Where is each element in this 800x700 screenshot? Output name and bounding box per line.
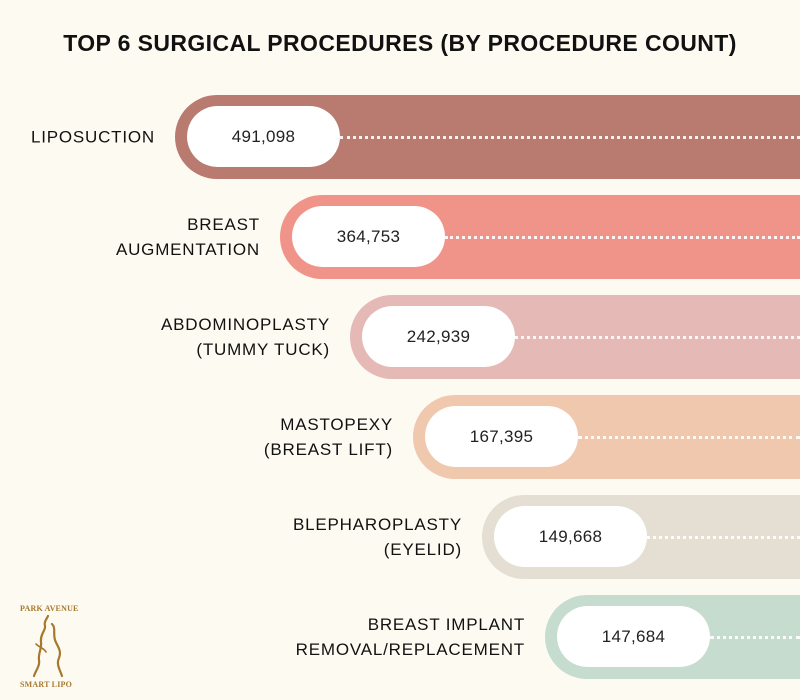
category-label-line: REMOVAL/REPLACEMENT (295, 640, 525, 659)
value-label: 149,668 (494, 506, 647, 567)
figure-silhouette-icon (32, 614, 64, 678)
bar: 364,753 (280, 195, 800, 279)
bar: 167,395 (413, 395, 800, 479)
bar: 242,939 (350, 295, 800, 379)
category-label-line: ABDOMINOPLASTY (161, 315, 330, 334)
logo-text-bottom: SMART LIPO (20, 680, 73, 689)
dotted-leader (710, 636, 800, 639)
category-label-line: BLEPHAROPLASTY (293, 515, 462, 534)
dotted-leader (515, 336, 800, 339)
value-label: 147,684 (557, 606, 710, 667)
category-label-line: (EYELID) (383, 540, 462, 559)
value-label: 242,939 (362, 306, 515, 367)
category-label: BLEPHAROPLASTY (EYELID) (293, 512, 462, 562)
bar: 147,684 (545, 595, 800, 679)
category-label: MASTOPEXY (BREAST LIFT) (264, 412, 393, 462)
category-label-line: (TUMMY TUCK) (196, 340, 330, 359)
dotted-leader (578, 436, 800, 439)
dotted-leader (340, 136, 800, 139)
chart-title: TOP 6 SURGICAL PROCEDURES (BY PROCEDURE … (63, 30, 737, 56)
category-label-line: AUGMENTATION (115, 240, 260, 259)
value-label: 167,395 (425, 406, 578, 467)
category-label: BREAST IMPLANT REMOVAL/REPLACEMENT (296, 612, 525, 662)
bar: 149,668 (482, 495, 800, 579)
category-label-line: BREAST (187, 215, 260, 234)
dotted-leader (647, 536, 800, 539)
category-label: LIPOSUCTION (31, 125, 155, 150)
park-avenue-smart-lipo-logo: PARK AVENUE SMART LIPO (18, 604, 82, 694)
category-label-line: MASTOPEXY (280, 415, 393, 434)
dotted-leader (445, 236, 800, 239)
category-label: ABDOMINOPLASTY (TUMMY TUCK) (161, 312, 330, 362)
category-label: BREAST AUGMENTATION (116, 212, 260, 262)
value-label: 364,753 (292, 206, 445, 267)
value-label: 491,098 (187, 106, 340, 167)
category-label-line: BREAST IMPLANT (367, 615, 525, 634)
logo-text-top: PARK AVENUE (20, 604, 79, 613)
bar: 491,098 (175, 95, 800, 179)
category-label-line: LIPOSUCTION (30, 127, 155, 147)
category-label-line: (BREAST LIFT) (263, 440, 393, 459)
